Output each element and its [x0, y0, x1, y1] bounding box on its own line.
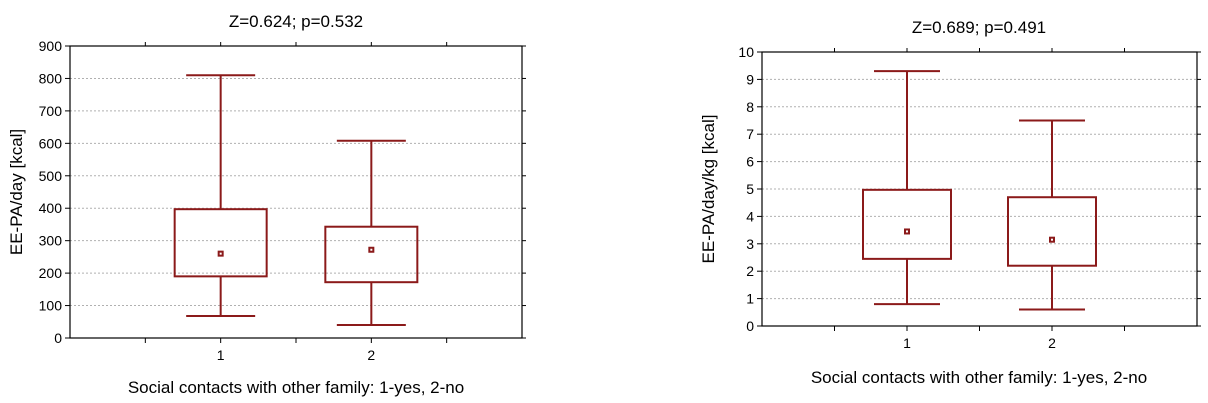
- box-iqr: [1007, 196, 1097, 267]
- chart-right-title: Z=0.689; p=0.491: [912, 18, 1046, 37]
- y-tick-label: 4: [746, 208, 754, 224]
- x-tick-label: 2: [367, 347, 375, 363]
- y-tick-label: 400: [39, 200, 63, 216]
- box-2: [324, 139, 419, 327]
- box-1: [862, 70, 952, 306]
- chart-right-plot-frame: [761, 51, 1198, 327]
- chart-right-grid: [762, 78, 1197, 300]
- y-tick-label: 8: [746, 99, 754, 115]
- y-tick-label: 9: [746, 71, 754, 87]
- chart-left-title: Z=0.624; p=0.532: [229, 12, 363, 31]
- chart-left-x-label: Social contacts with other family: 1-yes…: [128, 378, 464, 397]
- chart-left-y-label: EE-PA/day [kcal]: [7, 129, 26, 255]
- y-tick-label: 900: [39, 38, 63, 54]
- median-marker-center: [906, 230, 908, 233]
- median-marker-center: [219, 252, 222, 255]
- chart-right-y-axis: 0 1 2 3 4 5 6 7 8 9 10: [738, 44, 1201, 334]
- y-tick-label: 3: [746, 236, 754, 252]
- box-1: [173, 74, 268, 317]
- x-tick-label: 1: [903, 335, 911, 351]
- chart-left-grid: [70, 77, 522, 307]
- box-2: [1007, 119, 1097, 311]
- median-marker-center: [370, 248, 373, 251]
- y-tick-label: 2: [746, 263, 754, 279]
- y-tick-label: 6: [746, 154, 754, 170]
- chart-left-boxes: [173, 74, 419, 327]
- y-tick-label: 800: [39, 70, 63, 86]
- y-tick-label: 600: [39, 135, 63, 151]
- y-tick-label: 10: [738, 44, 754, 60]
- chart-left-plot-frame: [69, 45, 523, 339]
- y-tick-label: 700: [39, 103, 63, 119]
- x-tick-label: 1: [217, 347, 225, 363]
- y-tick-label: 100: [39, 298, 63, 314]
- y-tick-label: 200: [39, 265, 63, 281]
- median-marker-center: [1051, 238, 1053, 241]
- chart-left-y-axis: 0 100 200 300 400 500 600 700 800 900: [39, 38, 526, 346]
- y-tick-label: 0: [746, 318, 754, 334]
- y-tick-label: 1: [746, 291, 754, 307]
- y-tick-label: 300: [39, 233, 63, 249]
- y-tick-label: 500: [39, 168, 63, 184]
- x-tick-label: 2: [1048, 335, 1056, 351]
- box-iqr: [173, 208, 268, 278]
- box-iqr: [862, 188, 952, 260]
- chart-right-y-label: EE-PA/day/kg [kcal]: [699, 115, 718, 264]
- chart-right-x-label: Social contacts with other family: 1-yes…: [811, 368, 1147, 387]
- box-iqr: [324, 225, 419, 284]
- y-tick-label: 5: [746, 181, 754, 197]
- y-tick-label: 7: [746, 126, 754, 142]
- chart-right-boxes: [862, 70, 1097, 311]
- chart-left: Z=0.624; p=0.532 0 100 200 300 400 500 600 700 8…: [7, 12, 526, 397]
- y-tick-label: 0: [54, 330, 62, 346]
